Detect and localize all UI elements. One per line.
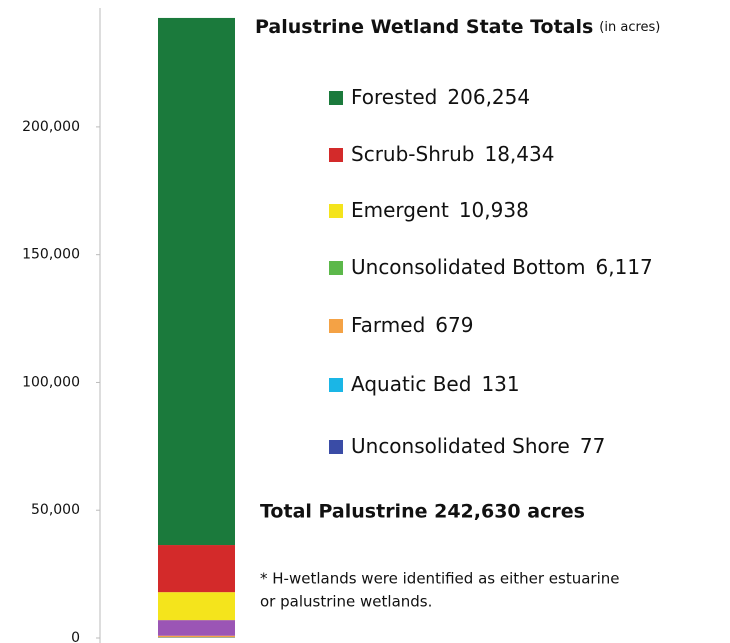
legend-value: 679 <box>435 313 473 337</box>
legend-entry: Farmed 679 <box>351 313 473 337</box>
legend-value: 206,254 <box>447 85 530 109</box>
legend-swatch <box>329 91 343 105</box>
total-annotation: Total Palustrine 242,630 acres <box>260 501 585 523</box>
subtitle: (in acres) <box>599 20 660 35</box>
bar-segment <box>158 635 235 638</box>
legend-label: Unconsolidated Shore <box>351 434 570 458</box>
bar-segment <box>158 592 235 621</box>
legend-entry: Emergent 10,938 <box>351 198 529 222</box>
y-tick-label: 150,000 <box>22 247 80 263</box>
legend-value: 131 <box>481 372 519 396</box>
y-tick-label: 0 <box>71 630 80 643</box>
footnote: or palustrine wetlands. <box>260 593 432 611</box>
y-tick-label: 100,000 <box>22 374 80 390</box>
bar-segment <box>158 620 235 636</box>
y-tick-label: 200,000 <box>22 119 80 135</box>
legend-entry: Unconsolidated Shore 77 <box>351 434 605 458</box>
legend-label: Unconsolidated Bottom <box>351 255 586 279</box>
legend-value: 77 <box>580 434 605 458</box>
legend-swatch <box>329 204 343 218</box>
legend-swatch <box>329 440 343 454</box>
chart-title: Palustrine Wetland State Totals (in acres… <box>255 16 660 38</box>
legend-swatch <box>329 319 343 333</box>
legend-label: Forested <box>351 85 437 109</box>
legend-label: Farmed <box>351 313 425 337</box>
legend-value: 6,117 <box>596 255 653 279</box>
legend-swatch <box>329 148 343 162</box>
bar-segment <box>158 17 235 546</box>
legend-label: Scrub-Shrub <box>351 142 474 166</box>
bar-segment <box>158 545 235 593</box>
legend-value: 10,938 <box>459 198 529 222</box>
title-text: Palustrine Wetland State Totals <box>255 16 593 38</box>
legend-label: Emergent <box>351 198 449 222</box>
footnote: * H-wetlands were identified as either e… <box>260 570 620 588</box>
y-tick-label: 50,000 <box>31 502 80 518</box>
legend-label: Aquatic Bed <box>351 372 471 396</box>
legend-entry: Forested 206,254 <box>351 85 530 109</box>
legend-value: 18,434 <box>484 142 554 166</box>
legend-swatch <box>329 378 343 392</box>
legend-entry: Scrub-Shrub 18,434 <box>351 142 554 166</box>
legend-swatch <box>329 261 343 275</box>
legend-entry: Aquatic Bed 131 <box>351 372 520 396</box>
legend-entry: Unconsolidated Bottom 6,117 <box>351 255 653 279</box>
